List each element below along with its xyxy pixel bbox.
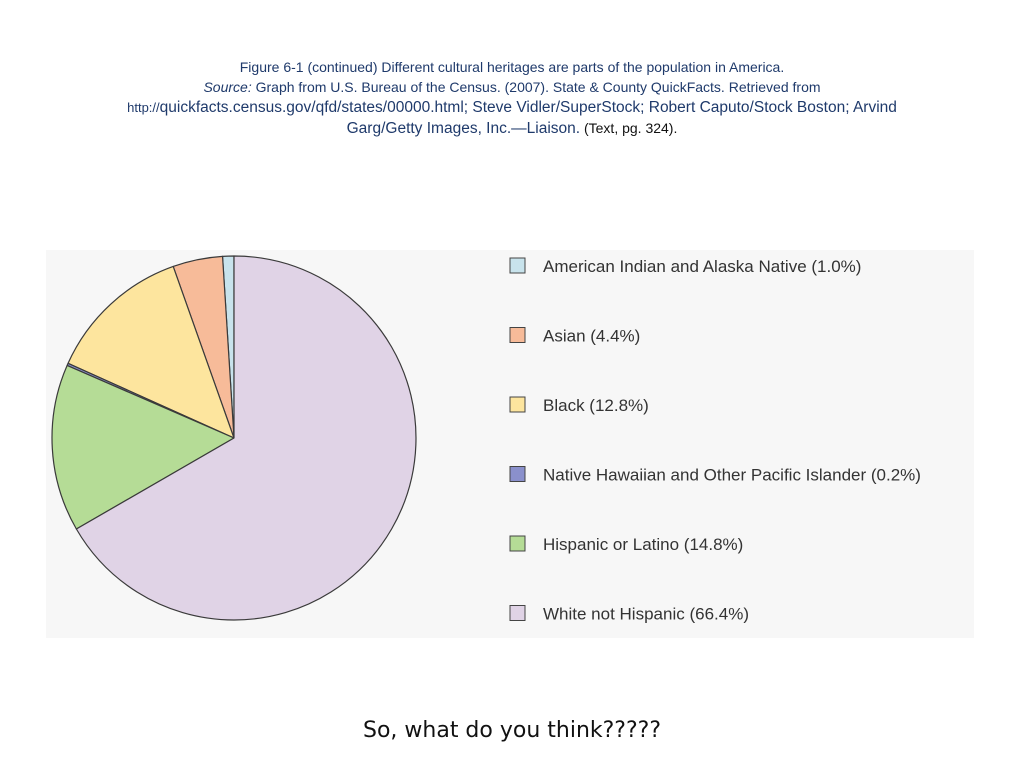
legend-swatch-0 [509,257,526,274]
legend-label-3: Native Hawaiian and Other Pacific Island… [543,466,921,485]
pie-chart-figure: American Indian and Alaska Native (1.0%)… [46,250,974,638]
photo-credits-b: Garg/Getty Images, Inc.—Liaison. [346,120,581,137]
pie-slices [51,255,417,621]
caption-line-3: http://quickfacts.census.gov/qfd/states/… [60,97,964,118]
legend-swatch-2 [509,396,526,413]
text-reference: (Text, pg. 324). [580,120,678,136]
legend-label-1: Asian (4.4%) [543,327,640,346]
chart-legend: American Indian and Alaska Native (1.0%)… [509,257,921,624]
photo-credits-a: ; Steve Vidler/SuperStock; Robert Caputo… [463,99,897,116]
source-text: Graph from U.S. Bureau of the Census. (2… [251,79,821,95]
caption-line-4: Garg/Getty Images, Inc.—Liaison. (Text, … [60,118,964,139]
url-prefix: http:// [127,100,160,115]
legend-label-4: Hispanic or Latino (14.8%) [543,535,743,554]
pie-slice-2 [67,265,235,439]
source-label: Source: [203,79,252,95]
legend-swatch-4 [509,535,526,552]
legend-label-2: Black (12.8%) [543,396,649,415]
caption-line-2: Source: Graph from U.S. Bureau of the Ce… [60,77,964,97]
legend-swatch-5 [509,605,526,621]
pie-slice-4 [51,364,235,530]
source-url: quickfacts.census.gov/qfd/states/00000.h… [159,99,464,116]
legend-swatch-1 [509,327,526,343]
pie-chart: American Indian and Alaska Native (1.0%)… [51,255,921,624]
legend-label-5: White not Hispanic (66.4%) [543,605,749,624]
pie-slice-5 [75,255,417,621]
legend-label-0: American Indian and Alaska Native (1.0%) [543,257,861,276]
discussion-question: So, what do you think????? [362,718,662,743]
figure-caption: Figure 6-1 (continued) Different cultura… [60,57,964,139]
legend-swatch-3 [509,466,526,482]
caption-line-1: Figure 6-1 (continued) Different cultura… [239,59,785,75]
